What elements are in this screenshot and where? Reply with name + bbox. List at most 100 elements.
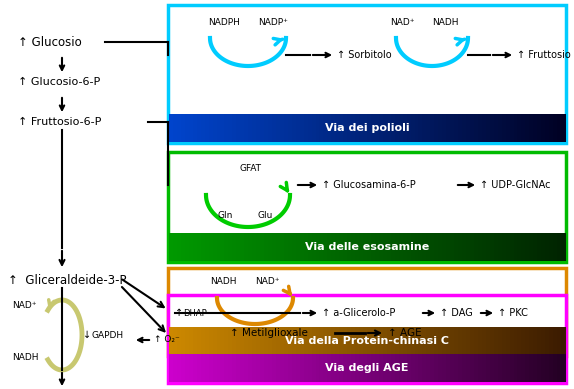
Bar (518, 233, 522, 261)
Bar (205, 354, 209, 382)
Bar (241, 233, 245, 261)
Bar (264, 233, 269, 261)
Bar (439, 114, 443, 142)
Bar (474, 114, 478, 142)
Bar (320, 233, 324, 261)
Bar (189, 354, 193, 382)
Bar (454, 233, 459, 261)
Bar (300, 354, 304, 382)
Bar (252, 114, 257, 142)
Bar (525, 354, 530, 382)
Bar (316, 327, 320, 355)
Bar (478, 233, 482, 261)
Bar (446, 354, 451, 382)
Bar (280, 327, 284, 355)
Bar (339, 114, 344, 142)
Bar (490, 114, 494, 142)
Bar (391, 327, 395, 355)
Bar (327, 354, 332, 382)
Bar (383, 354, 387, 382)
Bar (387, 114, 391, 142)
Text: ↑ AGE: ↑ AGE (388, 328, 422, 338)
Bar (264, 114, 269, 142)
Bar (458, 233, 463, 261)
Bar (169, 327, 173, 355)
Bar (205, 327, 209, 355)
Bar (367, 354, 371, 382)
Bar (343, 233, 348, 261)
Bar (201, 354, 205, 382)
Bar (406, 327, 411, 355)
Bar (205, 233, 209, 261)
Bar (236, 327, 241, 355)
Bar (541, 354, 546, 382)
Bar (189, 233, 193, 261)
Bar (308, 233, 312, 261)
Bar (359, 327, 363, 355)
Bar (533, 233, 538, 261)
Bar (355, 114, 359, 142)
Bar (351, 327, 356, 355)
Bar (486, 114, 490, 142)
Bar (458, 354, 463, 382)
Bar (430, 354, 435, 382)
Bar (276, 233, 280, 261)
Bar (331, 327, 336, 355)
Bar (181, 114, 185, 142)
Bar (430, 233, 435, 261)
Bar (304, 233, 308, 261)
Bar (557, 354, 561, 382)
Bar (470, 114, 475, 142)
Bar (549, 354, 553, 382)
Bar (260, 114, 265, 142)
Bar (510, 114, 514, 142)
Bar (466, 114, 471, 142)
Bar (339, 327, 344, 355)
Bar (181, 233, 185, 261)
Bar (454, 354, 459, 382)
Text: ↑: ↑ (175, 308, 183, 318)
Bar (343, 114, 348, 142)
Bar (292, 114, 296, 142)
Bar (272, 233, 277, 261)
Bar (327, 233, 332, 261)
Bar (363, 233, 367, 261)
Bar (399, 233, 403, 261)
Bar (521, 114, 526, 142)
Bar (201, 327, 205, 355)
Bar (197, 354, 201, 382)
Bar (502, 354, 506, 382)
Text: GFAT: GFAT (239, 163, 261, 172)
Bar (331, 354, 336, 382)
Bar (201, 233, 205, 261)
Bar (248, 114, 253, 142)
Bar (383, 233, 387, 261)
Bar (245, 354, 249, 382)
Bar (272, 114, 277, 142)
Bar (414, 327, 419, 355)
Bar (387, 327, 391, 355)
Bar (402, 327, 407, 355)
Bar (506, 233, 510, 261)
Bar (232, 233, 237, 261)
Bar (220, 327, 225, 355)
Bar (553, 233, 557, 261)
Bar (414, 233, 419, 261)
Bar (268, 233, 273, 261)
Bar (252, 354, 257, 382)
Bar (383, 114, 387, 142)
Bar (359, 233, 363, 261)
Bar (363, 327, 367, 355)
Text: NAD⁺: NAD⁺ (390, 18, 414, 26)
Bar (518, 327, 522, 355)
Bar (458, 327, 463, 355)
Bar (284, 327, 288, 355)
Bar (173, 114, 177, 142)
Bar (347, 327, 352, 355)
Bar (442, 233, 447, 261)
Text: Via della Protein-chinasi C: Via della Protein-chinasi C (285, 336, 449, 346)
Text: ↑ UDP-GlcNAc: ↑ UDP-GlcNAc (480, 180, 550, 190)
Bar (545, 354, 550, 382)
Bar (181, 327, 185, 355)
Text: Via delle esosamine: Via delle esosamine (305, 242, 429, 252)
